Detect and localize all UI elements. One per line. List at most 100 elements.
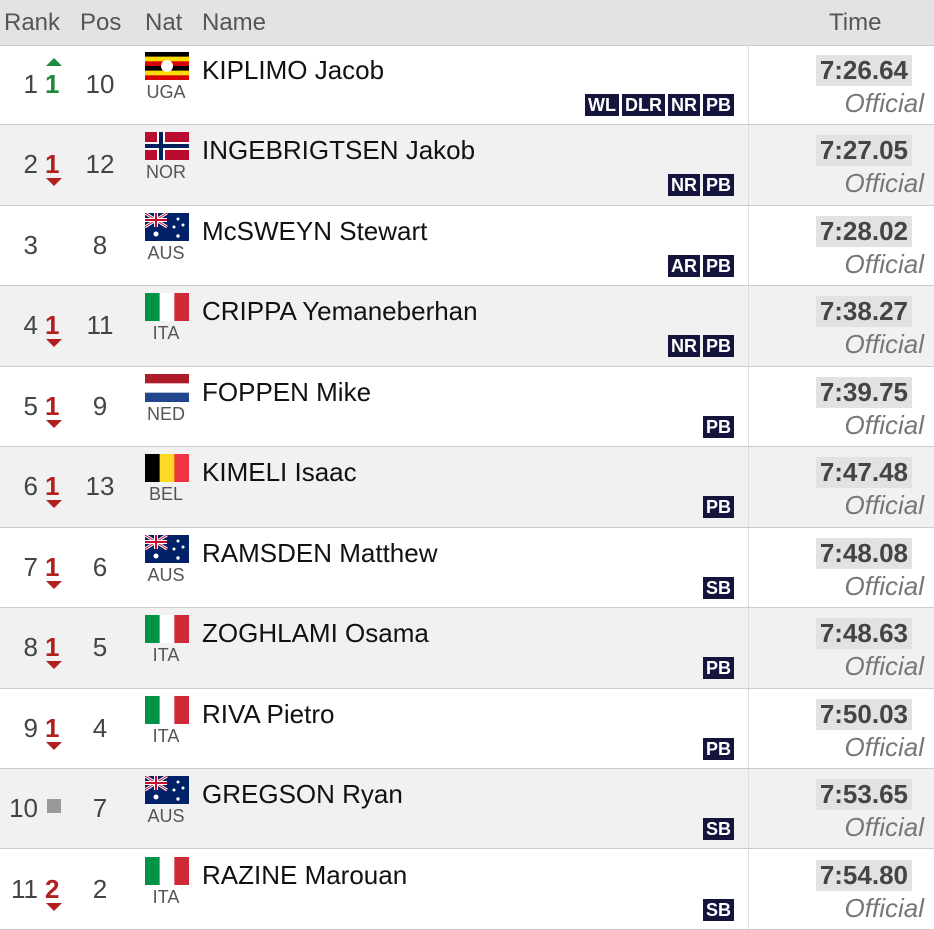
record-badges: SB	[702, 576, 734, 599]
result-time: 7:48.63	[815, 618, 912, 650]
athlete-name: McSWEYN Stewart	[202, 215, 428, 246]
result-status: Official	[844, 409, 924, 440]
rank: 11	[11, 873, 38, 904]
record-badge: WL	[585, 94, 619, 116]
flag	[145, 373, 189, 402]
record-badges: PB	[702, 415, 734, 438]
position: 13	[85, 471, 115, 502]
rank-change: 1	[45, 149, 60, 180]
record-badges: PB	[702, 737, 734, 760]
athlete-name: FOPPEN Mike	[202, 376, 372, 407]
position: 5	[92, 632, 108, 663]
position: 9	[92, 390, 108, 421]
result-row: 4 1 11 ITA CRIPPA Yemaneberhan NR PB 7:38.27 Off…	[0, 286, 934, 367]
athlete-name: RIVA Pietro	[202, 698, 335, 729]
result-status: Official	[844, 329, 924, 360]
flag	[145, 534, 189, 563]
position: 2	[92, 873, 108, 904]
flag	[145, 695, 189, 724]
result-status: Official	[844, 88, 924, 118]
result-row: 1 1 10 UGA KIPLIMO Jacob WL DLR NR PB 7:26.64 Offi…	[0, 45, 934, 126]
athlete-name: RAMSDEN Matthew	[202, 537, 438, 568]
record-badge: SB	[702, 898, 734, 921]
rank: 3	[23, 229, 38, 260]
result-row: 8 1 5 ITA ZOGHLAMI Osama PB 7:48.63 Official	[0, 608, 934, 689]
athlete-name: ZOGHLAMI Osama	[202, 618, 429, 649]
nationality: AUS	[147, 806, 185, 827]
record-badge: PB	[702, 657, 734, 680]
result-status: Official	[844, 168, 924, 199]
rank: 7	[23, 551, 38, 582]
no-change-marker	[47, 799, 61, 814]
result-time: 7:47.48	[815, 457, 912, 489]
arrow-down	[46, 178, 62, 187]
nationality: NED	[146, 403, 185, 424]
athlete-name: GREGSON Ryan	[202, 779, 403, 810]
nationality: UGA	[146, 82, 186, 102]
nationality: ITA	[152, 725, 180, 746]
column-divider	[748, 769, 749, 849]
arrow-up	[46, 58, 62, 66]
record-badges: AR PB	[667, 254, 734, 277]
table-header: Rank Pos Nat Name Time	[0, 0, 934, 46]
result-time: 7:54.80	[815, 859, 912, 891]
rank: 2	[23, 149, 38, 180]
rank-change: 1	[45, 69, 60, 99]
record-badge: PB	[702, 737, 734, 760]
column-divider	[748, 125, 749, 205]
nationality: NOR	[146, 162, 186, 183]
record-badges: SB	[702, 898, 734, 921]
result-row: 11 2 2 ITA RAZINE Marouan SB 7:54.80 Official	[0, 849, 934, 930]
result-row: 6 1 13 BEL KIMELI Isaac PB 7:47.48 Official	[0, 447, 934, 528]
rank: 9	[23, 712, 38, 743]
header-nat: Nat	[145, 9, 183, 36]
result-status: Official	[844, 812, 924, 843]
record-badges: NR PB	[667, 335, 734, 358]
column-divider	[748, 688, 749, 769]
record-badge: PB	[702, 335, 734, 358]
rank-change: 1	[45, 310, 60, 341]
record-badge: NR	[667, 174, 700, 197]
result-status: Official	[844, 651, 924, 682]
position: 12	[85, 149, 115, 180]
rank: 8	[23, 632, 38, 663]
rank: 5	[23, 390, 38, 421]
result-status: Official	[844, 570, 924, 601]
column-divider	[748, 527, 749, 608]
result-time: 7:28.02	[815, 215, 912, 247]
header-time: Time	[829, 9, 882, 36]
flag	[145, 856, 189, 885]
result-row: 3 8 AUS McSWEYN Stewart AR PB 7:28.02 Official	[0, 205, 934, 287]
record-badges: SB	[702, 818, 734, 841]
result-time: 7:39.75	[815, 376, 912, 408]
result-time: 7:53.65	[815, 779, 912, 811]
record-badges: PB	[702, 496, 734, 519]
record-badge: PB	[702, 415, 734, 438]
result-row: 7 1 6 AUS RAMSDEN Matthew SB 7:48.08 Official	[0, 527, 934, 609]
column-divider	[748, 849, 749, 929]
arrow-down	[46, 339, 62, 348]
result-status: Official	[844, 892, 924, 923]
record-badge: PB	[702, 496, 734, 519]
record-badge: PB	[702, 254, 734, 277]
flag	[145, 776, 189, 805]
result-time: 7:27.05	[815, 135, 912, 167]
nationality: AUS	[147, 564, 185, 585]
rank: 4	[23, 310, 38, 341]
result-row: 9 1 4 ITA RIVA Pietro PB 7:50.03 Official	[0, 688, 934, 770]
column-divider	[748, 366, 749, 447]
record-badge: NR	[667, 335, 700, 358]
rank-change: 1	[45, 471, 60, 502]
column-divider	[748, 205, 749, 286]
arrow-down	[46, 500, 62, 509]
athlete-name: RAZINE Marouan	[202, 859, 408, 890]
record-badge: PB	[702, 94, 734, 116]
nationality: ITA	[152, 886, 180, 907]
arrow-down	[46, 419, 62, 428]
record-badge: DLR	[621, 94, 665, 116]
arrow-down	[46, 741, 62, 750]
arrow-down	[46, 661, 62, 670]
header-name: Name	[202, 9, 267, 36]
rank: 1	[23, 69, 38, 99]
record-badges: WL DLR NR PB	[585, 94, 734, 116]
